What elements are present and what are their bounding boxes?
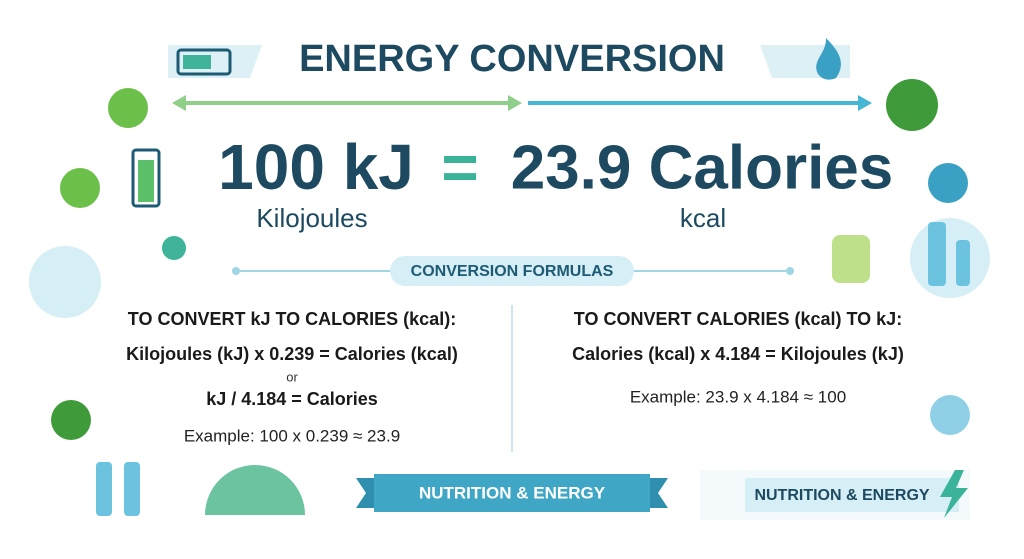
bottle-icon	[124, 462, 140, 516]
runner-icon	[162, 236, 186, 260]
kj-to-kcal-alternative: kJ / 4.184 = Calories	[206, 389, 378, 409]
kcal-to-kj-formula: Calories (kcal) x 4.184 = Kilojoules (kJ…	[572, 344, 904, 364]
bottles-circle	[910, 218, 990, 298]
battery-icon	[176, 48, 232, 76]
left-value: 100 kJ	[218, 131, 414, 203]
battery-icon	[131, 148, 161, 208]
kcal-to-kj-heading: TO CONVERT CALORIES (kcal) TO kJ:	[574, 309, 902, 329]
equals-sign: =	[441, 131, 478, 203]
bottle-icon	[96, 462, 112, 516]
bottle-icon	[956, 240, 970, 286]
header-tab-left	[168, 45, 262, 78]
battery-fill	[183, 55, 211, 69]
broccoli-icon	[886, 79, 938, 131]
broccoli-icon	[51, 400, 91, 440]
banner-text: NUTRITION & ENERGY	[419, 483, 606, 502]
divider-dot	[232, 267, 240, 275]
arrow-head-right	[858, 95, 872, 111]
left-unit: Kilojoules	[256, 203, 367, 233]
banner-text: NUTRITION & ENERGY	[754, 487, 929, 504]
formulas-heading: CONVERSION FORMULAS	[411, 263, 614, 280]
flame-icon	[816, 38, 841, 80]
ribbon	[374, 474, 650, 512]
kcal-to-kj-example: Example: 23.9 x 4.184 ≈ 100	[630, 387, 846, 406]
muscle-icon	[928, 163, 968, 203]
bottle-icon	[928, 222, 946, 286]
title: ENERGY CONVERSION	[299, 38, 725, 80]
runner-circle	[29, 246, 101, 318]
kj-to-kcal-formula: Kilojoules (kJ) x 0.239 = Calories (kcal…	[126, 344, 458, 364]
kj-to-kcal-example: Example: 100 x 0.239 ≈ 23.9	[184, 426, 400, 445]
kj-to-kcal-heading: TO CONVERT kJ TO CALORIES (kcal):	[128, 309, 456, 329]
gauge-icon	[205, 465, 305, 515]
divider-dot	[786, 267, 794, 275]
right-unit: kcal	[680, 203, 726, 233]
arm-icon	[930, 395, 970, 435]
arrow-head-left	[172, 95, 186, 111]
right-value: 23.9 Calories	[511, 133, 894, 202]
arrow-head-mid	[508, 95, 522, 111]
apple-icon	[108, 88, 148, 128]
bolt-icon	[940, 470, 968, 518]
or-text: or	[286, 369, 298, 384]
bread-icon	[832, 235, 870, 283]
battery-fill	[138, 160, 154, 202]
banner-box	[745, 478, 959, 512]
apple-icon	[60, 168, 100, 208]
formulas-pill	[390, 256, 634, 286]
